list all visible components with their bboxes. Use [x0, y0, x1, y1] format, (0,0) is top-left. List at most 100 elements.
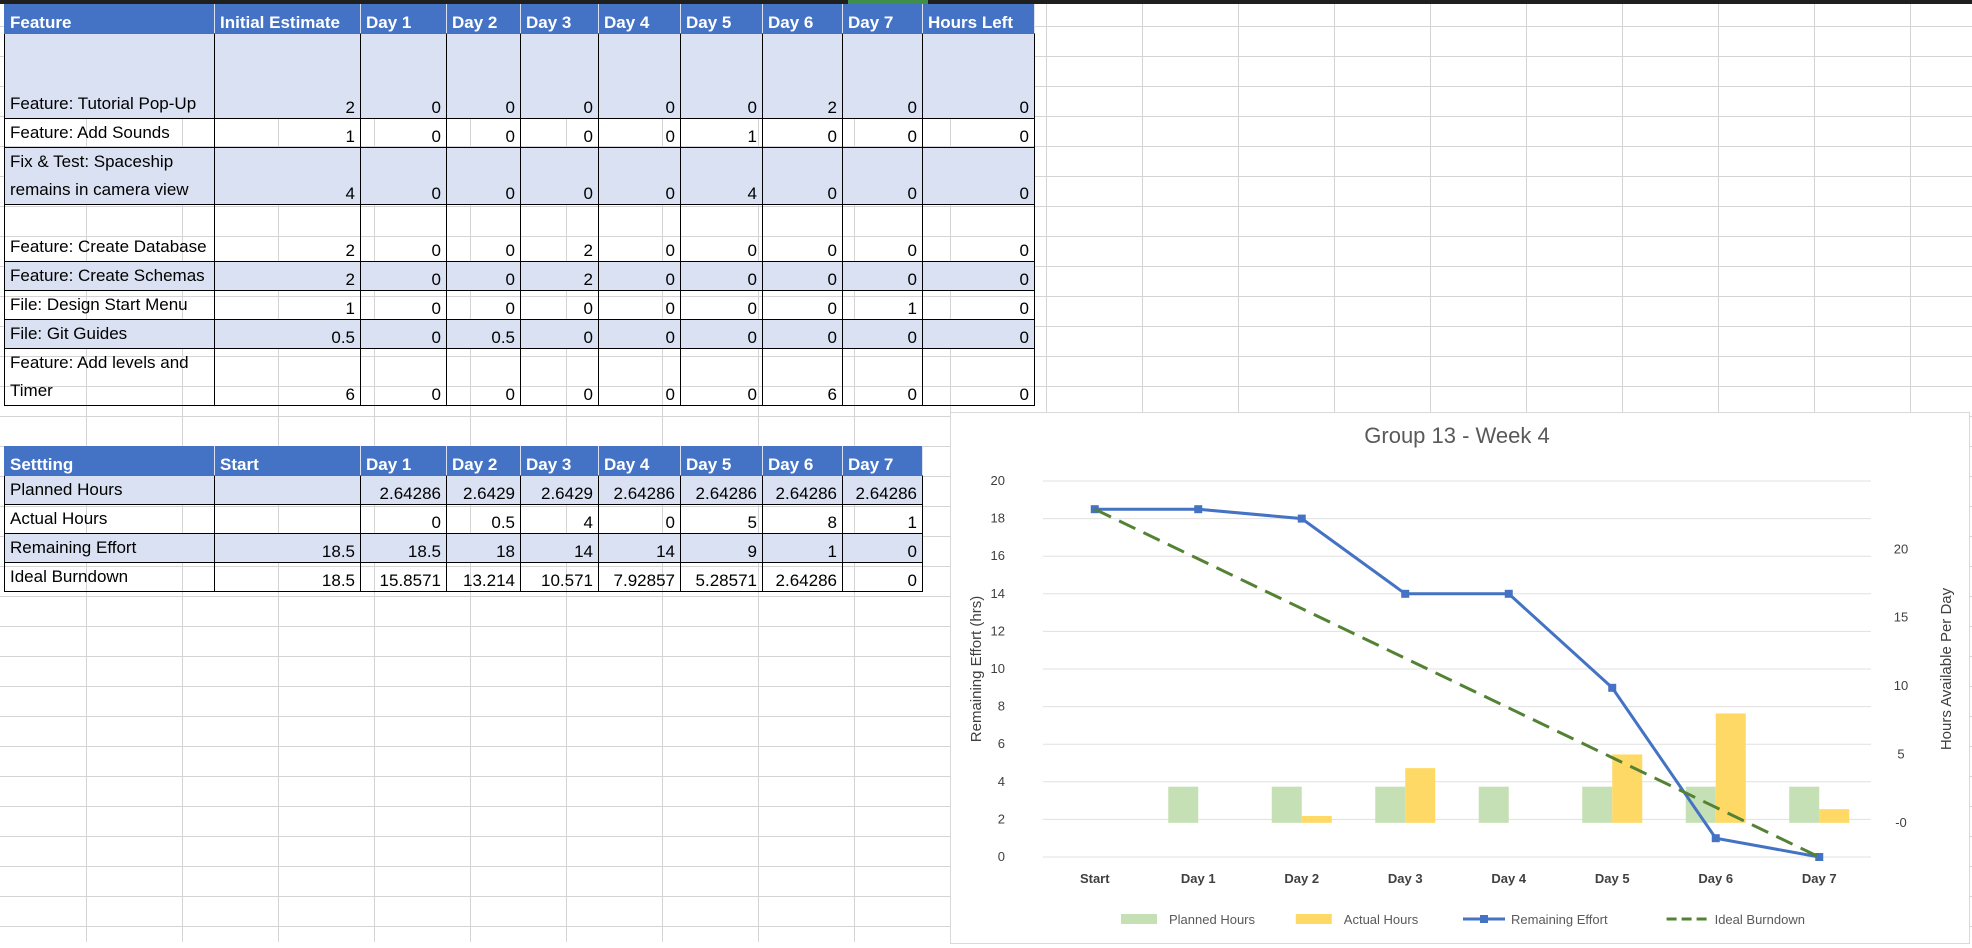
value-cell[interactable]: 8: [762, 504, 843, 534]
value-cell[interactable]: 0: [762, 290, 843, 320]
legend-label[interactable]: Ideal Burndown: [1715, 912, 1805, 927]
value-cell[interactable]: 2: [520, 261, 599, 291]
feature-name-cell[interactable]: Feature: Create Schemas: [4, 261, 215, 291]
value-cell[interactable]: 0: [762, 204, 843, 262]
value-cell[interactable]: 2: [214, 33, 361, 119]
value-cell[interactable]: 18: [446, 533, 521, 563]
remaining-effort-marker[interactable]: [1608, 683, 1617, 692]
value-cell[interactable]: 0: [922, 147, 1035, 205]
value-cell[interactable]: 0: [360, 33, 447, 119]
value-cell[interactable]: 0: [922, 204, 1035, 262]
value-cell[interactable]: 0: [598, 33, 681, 119]
header-cell[interactable]: Day 7: [842, 4, 923, 34]
burndown-chart[interactable]: Group 13 - Week 4 0 2 4 6 8 10 12 14 16 18 20 -0 5 10 1…: [950, 412, 1970, 944]
value-cell[interactable]: 10.571: [520, 562, 599, 592]
header-cell[interactable]: Day 1: [360, 4, 447, 34]
actual-hours-bar[interactable]: [1405, 768, 1436, 823]
value-cell[interactable]: 0: [598, 261, 681, 291]
value-cell[interactable]: 0: [680, 261, 763, 291]
value-cell[interactable]: 1: [214, 118, 361, 148]
value-cell[interactable]: 4: [520, 504, 599, 534]
value-cell[interactable]: 0: [922, 348, 1035, 406]
setting-name-cell[interactable]: Actual Hours: [4, 504, 215, 534]
value-cell[interactable]: 13.214: [446, 562, 521, 592]
value-cell[interactable]: 18.5: [360, 533, 447, 563]
value-cell[interactable]: 0: [680, 33, 763, 119]
value-cell[interactable]: 0: [842, 261, 923, 291]
legend-label[interactable]: Actual Hours: [1344, 912, 1419, 927]
value-cell[interactable]: 0: [520, 319, 599, 349]
planned-hours-bar[interactable]: [1271, 786, 1302, 823]
value-cell[interactable]: 0: [520, 118, 599, 148]
actual-hours-bar[interactable]: [1301, 815, 1332, 823]
value-cell[interactable]: 0: [360, 504, 447, 534]
actual-hours-bar[interactable]: [1819, 809, 1850, 823]
value-cell[interactable]: 14: [520, 533, 599, 563]
feature-name-cell[interactable]: Feature: Add Sounds: [4, 118, 215, 148]
value-cell[interactable]: 0: [598, 118, 681, 148]
value-cell[interactable]: 2.6429: [446, 475, 521, 505]
value-cell[interactable]: 0: [762, 319, 843, 349]
value-cell[interactable]: 0: [680, 290, 763, 320]
value-cell[interactable]: 0: [598, 147, 681, 205]
value-cell[interactable]: 0: [922, 290, 1035, 320]
value-cell[interactable]: 0: [598, 348, 681, 406]
planned-hours-bar[interactable]: [1582, 786, 1613, 823]
value-cell[interactable]: 2.64286: [842, 475, 923, 505]
value-cell[interactable]: 0: [922, 319, 1035, 349]
value-cell[interactable]: 0: [598, 204, 681, 262]
value-cell[interactable]: 0: [922, 261, 1035, 291]
value-cell[interactable]: 0: [446, 290, 521, 320]
value-cell[interactable]: [214, 475, 361, 505]
value-cell[interactable]: 0: [762, 147, 843, 205]
feature-name-cell[interactable]: Fix & Test: Spaceship remains in camera …: [4, 147, 215, 205]
header-cell[interactable]: Day 6: [762, 4, 843, 34]
setting-name-cell[interactable]: Ideal Burndown: [4, 562, 215, 592]
feature-name-cell[interactable]: Feature: Create Database: [4, 204, 215, 262]
value-cell[interactable]: 1: [214, 290, 361, 320]
value-cell[interactable]: 9: [680, 533, 763, 563]
value-cell[interactable]: 0: [842, 204, 923, 262]
planned-hours-bar[interactable]: [1789, 786, 1820, 823]
header-cell[interactable]: Day 2: [446, 4, 521, 34]
value-cell[interactable]: 18.5: [214, 533, 361, 563]
value-cell[interactable]: 0: [598, 319, 681, 349]
value-cell[interactable]: 0: [762, 261, 843, 291]
value-cell[interactable]: 4: [214, 147, 361, 205]
value-cell[interactable]: 2.6429: [520, 475, 599, 505]
value-cell[interactable]: 0: [520, 348, 599, 406]
value-cell[interactable]: 0: [360, 319, 447, 349]
value-cell[interactable]: 0: [842, 33, 923, 119]
remaining-effort-marker[interactable]: [1504, 589, 1513, 598]
value-cell[interactable]: 1: [680, 118, 763, 148]
value-cell[interactable]: 0: [922, 33, 1035, 119]
remaining-effort-line[interactable]: [1094, 507, 1820, 859]
header-cell[interactable]: Day 3: [520, 4, 599, 34]
value-cell[interactable]: 6: [214, 348, 361, 406]
value-cell[interactable]: 0: [842, 533, 923, 563]
header-cell[interactable]: Day 5: [680, 446, 763, 476]
value-cell[interactable]: 1: [762, 533, 843, 563]
legend-label[interactable]: Remaining Effort: [1511, 912, 1608, 927]
remaining-effort-marker[interactable]: [1194, 505, 1203, 514]
value-cell[interactable]: 0: [520, 290, 599, 320]
header-cell[interactable]: Hours Left: [922, 4, 1035, 34]
value-cell[interactable]: 0: [762, 118, 843, 148]
value-cell[interactable]: 0: [842, 147, 923, 205]
value-cell[interactable]: 2.64286: [598, 475, 681, 505]
header-cell[interactable]: Settting: [4, 446, 215, 476]
value-cell[interactable]: 7.92857: [598, 562, 681, 592]
value-cell[interactable]: [214, 504, 361, 534]
value-cell[interactable]: 0: [360, 204, 447, 262]
feature-name-cell[interactable]: Feature: Tutorial Pop-Up: [4, 33, 215, 119]
remaining-effort-marker[interactable]: [1711, 834, 1720, 843]
header-cell[interactable]: Day 4: [598, 446, 681, 476]
value-cell[interactable]: 0: [520, 147, 599, 205]
value-cell[interactable]: 0.5: [446, 319, 521, 349]
value-cell[interactable]: 0: [446, 118, 521, 148]
value-cell[interactable]: 0: [842, 118, 923, 148]
value-cell[interactable]: 2.64286: [680, 475, 763, 505]
header-cell[interactable]: Day 3: [520, 446, 599, 476]
actual-hours-bar[interactable]: [1612, 754, 1643, 823]
header-cell[interactable]: Day 6: [762, 446, 843, 476]
